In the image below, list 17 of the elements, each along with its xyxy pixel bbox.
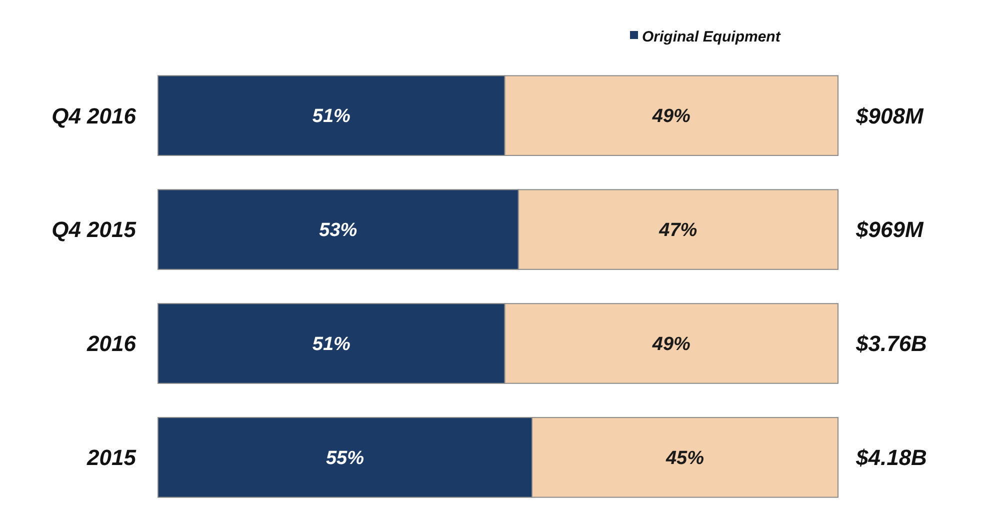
data-label: 51% bbox=[312, 334, 351, 356]
data-label: 53% bbox=[319, 220, 358, 242]
text: Original Equipment bbox=[642, 28, 782, 46]
y-tick-label: 2016 bbox=[86, 331, 137, 356]
text: $969M bbox=[855, 217, 924, 242]
y-tick-label: Q4 2016 bbox=[52, 103, 137, 128]
data-label: 49% bbox=[651, 334, 691, 356]
data-label: 47% bbox=[658, 220, 698, 242]
y-tick-label: 2015 bbox=[86, 445, 137, 470]
text: $908M bbox=[855, 103, 924, 128]
data-label: 55% bbox=[326, 448, 364, 470]
text: $4.18B bbox=[855, 445, 928, 470]
y-tick-label: Q4 2015 bbox=[52, 217, 137, 242]
data-label: 45% bbox=[664, 448, 704, 470]
data-label: 51% bbox=[312, 106, 351, 128]
text: $3.76B bbox=[855, 331, 928, 356]
data-label: 49% bbox=[651, 106, 691, 128]
